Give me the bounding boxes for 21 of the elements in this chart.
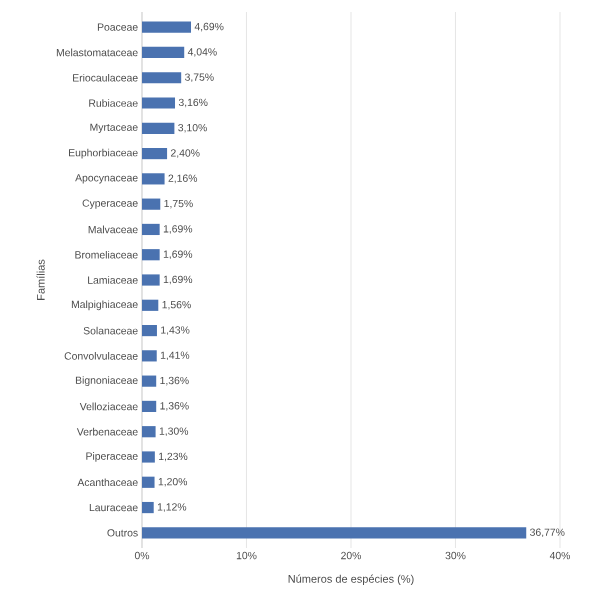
bar — [142, 501, 154, 514]
bar — [142, 72, 182, 84]
bar — [142, 147, 168, 160]
bar — [142, 324, 157, 337]
bar — [142, 21, 192, 33]
bar — [142, 400, 157, 413]
bar — [142, 476, 155, 488]
bar — [142, 527, 527, 539]
bar — [142, 426, 156, 438]
bar — [142, 198, 161, 210]
bar — [142, 223, 160, 236]
bar — [142, 299, 159, 311]
bar — [142, 46, 185, 59]
bar — [142, 97, 176, 109]
bar — [142, 274, 160, 286]
bar — [142, 173, 165, 185]
bar — [142, 249, 160, 261]
bar — [142, 122, 175, 134]
bar — [142, 451, 155, 463]
bar — [142, 375, 157, 387]
bar — [142, 350, 157, 362]
